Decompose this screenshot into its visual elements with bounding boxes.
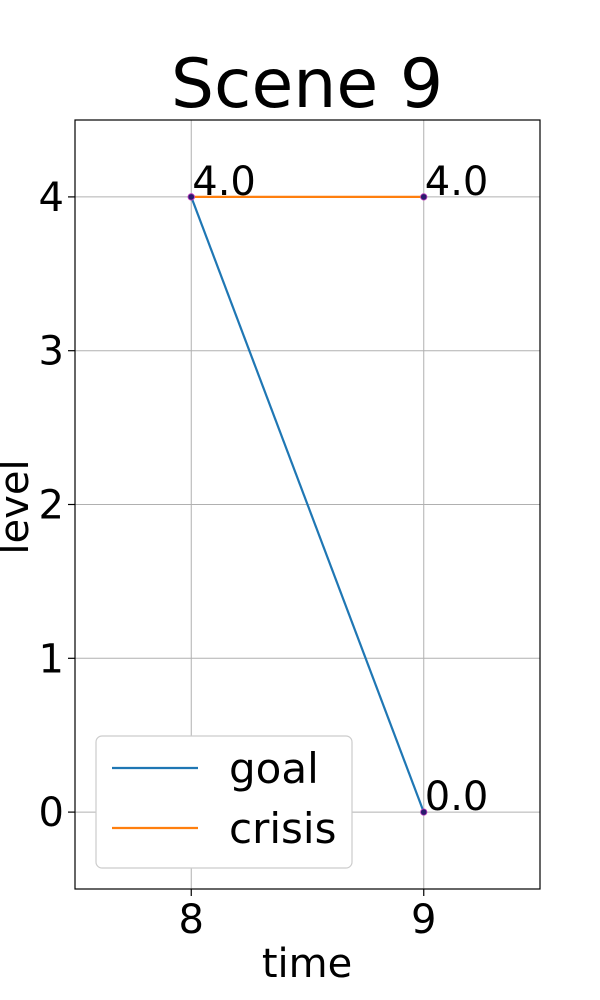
- data-label: 0.0: [425, 774, 489, 820]
- y-tick-label: 1: [39, 636, 64, 682]
- y-tick-label: 2: [39, 483, 64, 529]
- x-axis-label: time: [262, 941, 352, 987]
- points-group: [187, 193, 428, 816]
- data-point-goal: [420, 808, 428, 816]
- legend-label-goal: goal: [229, 744, 319, 793]
- series-line-goal: [190, 196, 425, 813]
- ticks-group: 8 9 0 1 2 3 4: [39, 175, 437, 943]
- y-tick-label: 0: [39, 790, 64, 836]
- y-tick-label: 3: [39, 329, 64, 375]
- chart-title: Scene 9: [171, 45, 443, 124]
- x-tick-label: 9: [411, 897, 436, 943]
- data-labels-group: 4.0 0.0 4.0: [192, 159, 488, 820]
- legend-label-crisis: crisis: [229, 804, 336, 853]
- y-tick-label: 4: [39, 175, 64, 221]
- data-label: 4.0: [192, 159, 256, 205]
- y-axis-label: level: [0, 459, 38, 554]
- x-tick-label: 8: [179, 897, 204, 943]
- legend: goal crisis: [95, 735, 353, 869]
- data-point-crisis: [187, 193, 195, 201]
- series-group: [190, 195, 425, 813]
- data-point-crisis: [420, 193, 428, 201]
- data-label: 4.0: [425, 159, 489, 205]
